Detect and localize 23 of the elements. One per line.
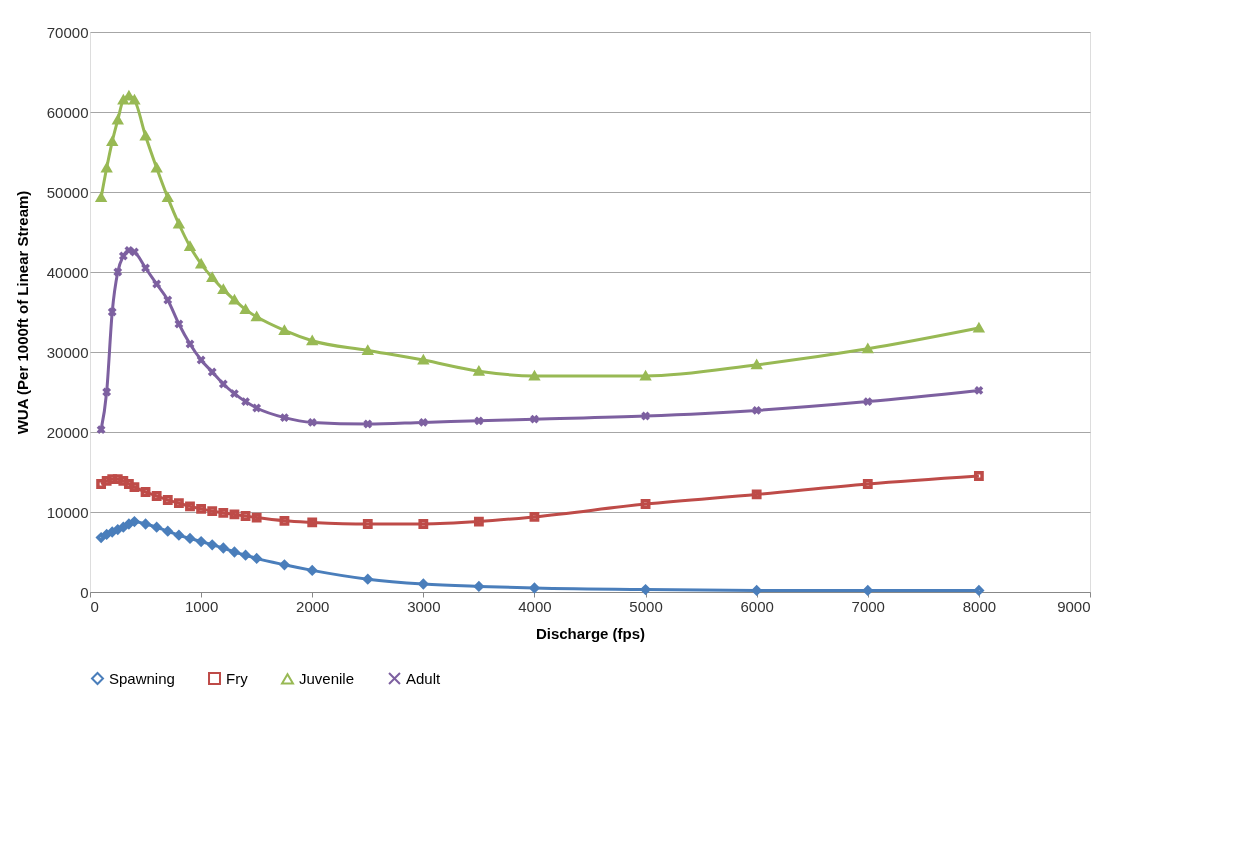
x-tick-label: 1000	[184, 597, 219, 615]
x-tick-label: 6000	[740, 597, 774, 615]
legend-label: Juvenile	[299, 669, 355, 687]
x-axis-title: Discharge (fps)	[535, 624, 646, 642]
x-tick-label: 3000	[407, 597, 441, 615]
legend-label: Fry	[226, 669, 249, 687]
y-tick-label: 30000	[46, 343, 89, 361]
y-tick-label: 60000	[46, 103, 89, 121]
y-tick-label: 50000	[46, 183, 89, 201]
legend-label: Spawning	[109, 669, 175, 687]
x-tick-label: 4000	[518, 597, 552, 615]
y-tick-label: 40000	[46, 263, 89, 281]
x-tick-label: 7000	[851, 597, 885, 615]
y-tick-label: 10000	[46, 503, 89, 521]
x-tick-label: 2000	[296, 597, 330, 615]
x-tick-label: 5000	[629, 597, 663, 615]
y-tick-label: 20000	[46, 423, 89, 441]
x-tick-label: 9000	[1057, 597, 1091, 615]
legend-label: Adult	[406, 669, 442, 687]
y-axis-title: WUA (Per 1000ft of Linear Stream)	[13, 190, 31, 435]
y-tick-label: 0	[80, 583, 89, 601]
y-tick-label: 70000	[46, 23, 89, 41]
x-tick-label: 8000	[962, 597, 997, 615]
